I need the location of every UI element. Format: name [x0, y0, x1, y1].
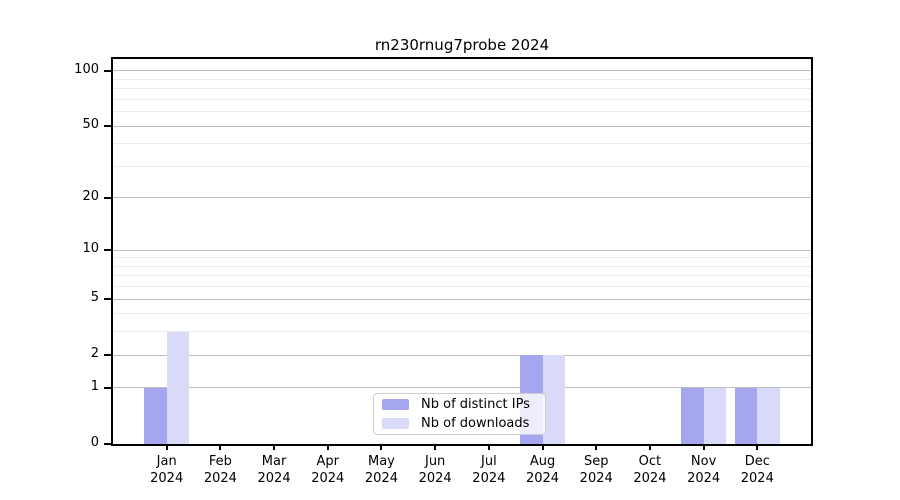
legend-label-distinct-ips: Nb of distinct IPs [421, 397, 530, 412]
gridline-minor [113, 286, 811, 288]
x-tick-label: Feb 2024 [203, 454, 237, 486]
x-axis-tick [165, 444, 168, 450]
x-axis-tick [541, 444, 544, 450]
legend-swatch-distinct-ips-icon [382, 399, 409, 410]
x-tick-label: Mar 2024 [257, 454, 291, 486]
gridline-major [113, 197, 811, 199]
y-axis-tick [104, 443, 111, 445]
legend-label-downloads: Nb of downloads [421, 416, 530, 431]
x-axis-tick [380, 444, 383, 450]
gridline-major [113, 298, 811, 300]
x-tick-label: Jul 2024 [472, 454, 506, 486]
bar-distinct-ips [681, 387, 704, 444]
y-axis-tick [104, 196, 111, 199]
x-tick-label: Apr 2024 [311, 454, 345, 486]
y-tick-label: 10 [82, 241, 99, 257]
gridline-major [113, 125, 811, 127]
bar-downloads [757, 387, 780, 444]
bar-distinct-ips [734, 387, 758, 444]
y-tick-label: 100 [74, 61, 99, 77]
y-axis-tick [104, 249, 111, 252]
x-axis-tick [326, 444, 329, 450]
y-axis-tick [104, 386, 111, 389]
legend-entry-downloads: Nb of downloads [382, 416, 537, 431]
gridline-major [113, 249, 811, 251]
legend-swatch-downloads-icon [382, 418, 409, 429]
x-axis-tick [702, 444, 705, 450]
legend-entry-distinct-ips: Nb of distinct IPs [382, 397, 537, 412]
x-tick-label: Nov 2024 [687, 454, 721, 486]
x-tick-label: Jan 2024 [150, 454, 184, 486]
gridline-minor [113, 265, 811, 267]
gridline-major [113, 70, 811, 72]
gridline-minor [113, 275, 811, 277]
y-tick-label: 2 [90, 346, 99, 362]
y-axis-tick [104, 298, 111, 301]
y-tick-label: 1 [90, 378, 99, 394]
gridline-minor [113, 111, 811, 113]
gridline-minor [113, 78, 811, 80]
x-tick-label: Aug 2024 [525, 454, 560, 486]
x-tick-label: Sep 2024 [579, 454, 613, 486]
gridline-minor [113, 257, 811, 259]
x-tick-label: May 2024 [364, 454, 398, 486]
x-axis-tick [756, 444, 759, 450]
y-axis-tick [104, 354, 111, 357]
x-axis-tick [219, 444, 222, 450]
bar-downloads [166, 331, 190, 444]
gridline-minor [113, 165, 811, 167]
x-axis-tick [595, 444, 598, 450]
gridline-minor [113, 88, 811, 90]
y-tick-label: 5 [90, 290, 99, 306]
x-tick-label: Oct 2024 [633, 454, 667, 486]
bar-downloads [703, 387, 727, 444]
y-axis-tick [104, 125, 111, 128]
chart-title: rn230rnug7probe 2024 [374, 36, 550, 54]
gridline-minor [113, 331, 811, 333]
gridline-major [113, 354, 811, 356]
x-axis-tick [487, 444, 490, 450]
y-tick-label: 0 [90, 435, 99, 450]
gridline-minor [113, 98, 811, 100]
gridline-major [113, 387, 811, 389]
gridline-minor [113, 313, 811, 315]
x-tick-label: Dec 2024 [740, 454, 774, 486]
legend: Nb of distinct IPs Nb of downloads [373, 393, 546, 435]
plot-area: Dec 2024 Nov 2024 Oct 2024 Sep 2024 Aug 2024 Jul 20… [74, 57, 813, 486]
x-tick-label: Jun 2024 [418, 454, 452, 486]
y-tick-label: 50 [82, 117, 99, 133]
bar-downloads [542, 355, 566, 444]
gridline-minor [113, 143, 811, 145]
bar-distinct-ips [144, 387, 167, 444]
x-axis-tick [434, 444, 437, 450]
x-axis-tick [648, 444, 651, 450]
y-axis-tick [104, 69, 111, 72]
y-tick-label: 20 [82, 188, 99, 204]
x-axis-tick [273, 444, 276, 450]
